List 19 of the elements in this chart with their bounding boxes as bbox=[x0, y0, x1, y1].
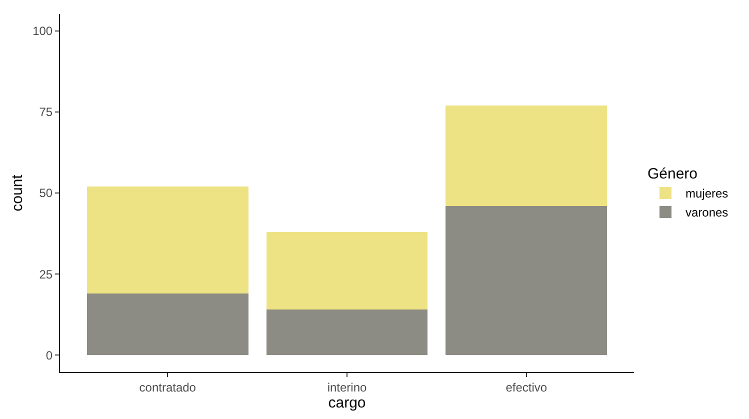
y-tick-label: 0 bbox=[46, 348, 53, 362]
y-axis-title: count bbox=[8, 174, 26, 212]
bar bbox=[266, 310, 428, 356]
y-tick-label: 75 bbox=[39, 105, 53, 120]
legend-title: Género bbox=[647, 166, 698, 182]
bar bbox=[446, 206, 608, 356]
bar bbox=[266, 232, 428, 310]
x-tick-label: contratado bbox=[139, 380, 196, 394]
bar bbox=[446, 105, 608, 206]
y-tick-label: 50 bbox=[39, 186, 53, 200]
legend-label: mujeres bbox=[685, 186, 728, 201]
x-axis-title: cargo bbox=[328, 394, 366, 412]
bar bbox=[86, 294, 248, 356]
bar bbox=[86, 186, 248, 294]
y-tick-label: 100 bbox=[32, 24, 53, 38]
legend-label: varones bbox=[685, 206, 728, 220]
x-tick-label: interino bbox=[327, 380, 368, 394]
y-tick-label: 25 bbox=[39, 267, 53, 282]
x-tick-label: efectivo bbox=[506, 380, 548, 394]
